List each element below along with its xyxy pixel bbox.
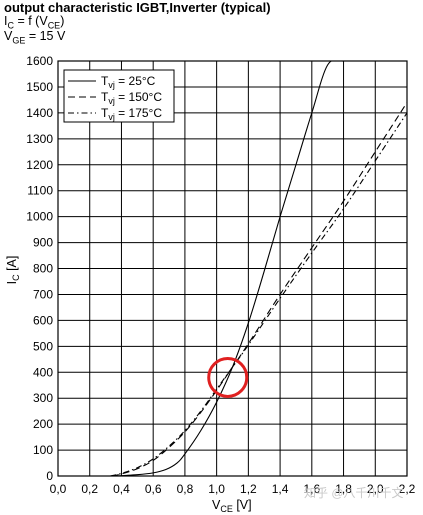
x-tick-labels: 0,0 0,2 0,4 0,6 0,8 1,0 1,2 1,4 1,6 1,8 2,0 2,2 [50, 482, 416, 496]
x-axis-label: VCE [V] [212, 498, 252, 514]
y-tick-label: 900 [33, 236, 53, 250]
x-tick-label: 0,6 [145, 482, 162, 496]
watermark: 知乎 @八千川千文 [304, 486, 404, 500]
y-tick-label: 300 [33, 391, 53, 405]
x-tick-label: 0,8 [177, 482, 194, 496]
chart-subtitle-condition: VGE = 15 V [4, 29, 66, 46]
y-tick-label: 1300 [26, 132, 53, 146]
x-tick-label: 1,0 [208, 482, 225, 496]
x-tick-label: 2,2 [399, 482, 416, 496]
y-axis-label: IC [A] [5, 256, 21, 285]
grid [57, 60, 408, 477]
x-tick-label: 0,0 [50, 482, 67, 496]
x-tick-label: 1,2 [240, 482, 257, 496]
x-tick-label: 1,4 [272, 482, 289, 496]
annotation-circle [207, 356, 249, 398]
chart-subtitle-function: IC = f (VCE) [4, 14, 65, 31]
series-lines [110, 61, 407, 476]
y-tick-label: 1000 [26, 210, 53, 224]
y-tick-label: 1400 [26, 106, 53, 120]
legend-label-150c: Tvj = 150°C [101, 90, 162, 106]
x-tick-label: 0,2 [81, 482, 98, 496]
chart-title: output characteristic IGBT,Inverter (typ… [4, 0, 271, 15]
y-tick-label: 500 [33, 339, 53, 353]
y-tick-label: 1100 [27, 184, 53, 198]
y-tick-label: 200 [33, 417, 53, 431]
y-tick-labels: 0 100 200 300 400 500 600 700 800 900 1000 1100 1200… [26, 54, 53, 483]
series-line-150c [111, 102, 407, 476]
y-tick-label: 100 [33, 443, 53, 457]
legend-label-25c: Tvj = 25°C [101, 74, 156, 90]
y-tick-label: 0 [46, 469, 53, 483]
y-tick-label: 1600 [26, 54, 53, 68]
y-tick-label: 700 [33, 287, 53, 301]
y-tick-label: 1200 [26, 158, 53, 172]
y-tick-label: 400 [33, 365, 53, 379]
y-tick-label: 1500 [26, 80, 53, 94]
x-tick-label: 1,8 [335, 482, 352, 496]
x-tick-label: 0,4 [113, 482, 130, 496]
x-tick-label: 2,0 [367, 482, 384, 496]
legend-label-175c: Tvj = 175°C [101, 106, 162, 122]
y-tick-label: 600 [33, 313, 53, 327]
legend: Tvj = 25°C Tvj = 150°C Tvj = 175°C [63, 69, 175, 123]
x-tick-label: 1,6 [303, 482, 320, 496]
plot-frame [57, 60, 408, 477]
y-tick-label: 800 [33, 262, 53, 276]
